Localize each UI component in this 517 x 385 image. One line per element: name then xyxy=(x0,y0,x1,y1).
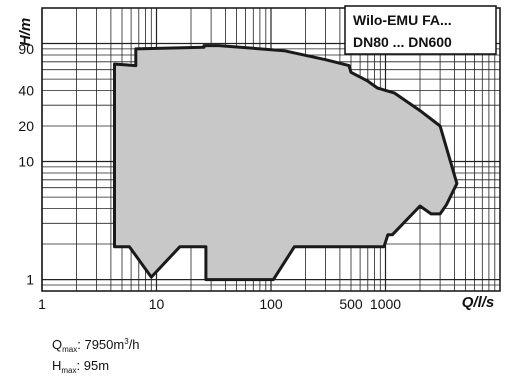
q-max-superscript: 3 xyxy=(124,337,129,346)
h-max-note: Hmax: 95m xyxy=(52,359,109,375)
x-tick-label: 1 xyxy=(38,296,46,312)
legend-box: Wilo-EMU FA... DN80 ... DN600 xyxy=(344,5,497,55)
h-max-value: : 95m xyxy=(76,358,110,373)
plot-frame xyxy=(41,7,501,292)
legend-line-2: DN80 ... DN600 xyxy=(353,34,452,50)
x-tick-label: 10 xyxy=(149,296,165,312)
y-tick-label: 10 xyxy=(18,154,34,170)
performance-envelope-area xyxy=(113,44,459,282)
x-tick-label: 1000 xyxy=(370,296,401,312)
y-tick-label: 90 xyxy=(18,41,34,57)
q-max-unit: /h xyxy=(128,337,140,352)
h-max-label: H xyxy=(52,358,62,373)
x-tick-label: 500 xyxy=(339,296,363,312)
x-axis-label: Q/l/s xyxy=(462,294,495,311)
q-max-label: Q xyxy=(52,337,63,352)
x-tick-label: 100 xyxy=(259,296,283,312)
y-tick-label: 40 xyxy=(18,83,34,99)
y-tick-label: 20 xyxy=(18,118,34,134)
y-axis-label: H/m xyxy=(17,18,34,46)
legend-line-1: Wilo-EMU FA... xyxy=(353,12,452,28)
pump-performance-chart: 1 10 100 500 1000 1 10 20 40 90 H/m Q/l/s Wilo-EM… xyxy=(17,5,501,312)
q-max-subscript: max xyxy=(62,345,78,354)
y-tick-label: 1 xyxy=(26,272,34,288)
q-max-note: Qmax: 7950m3/h xyxy=(52,338,140,354)
q-max-value: : 7950m xyxy=(77,337,125,352)
h-max-subscript: max xyxy=(61,366,77,375)
tick-labels: 1 10 100 500 1000 1 10 20 40 90 xyxy=(18,41,401,312)
